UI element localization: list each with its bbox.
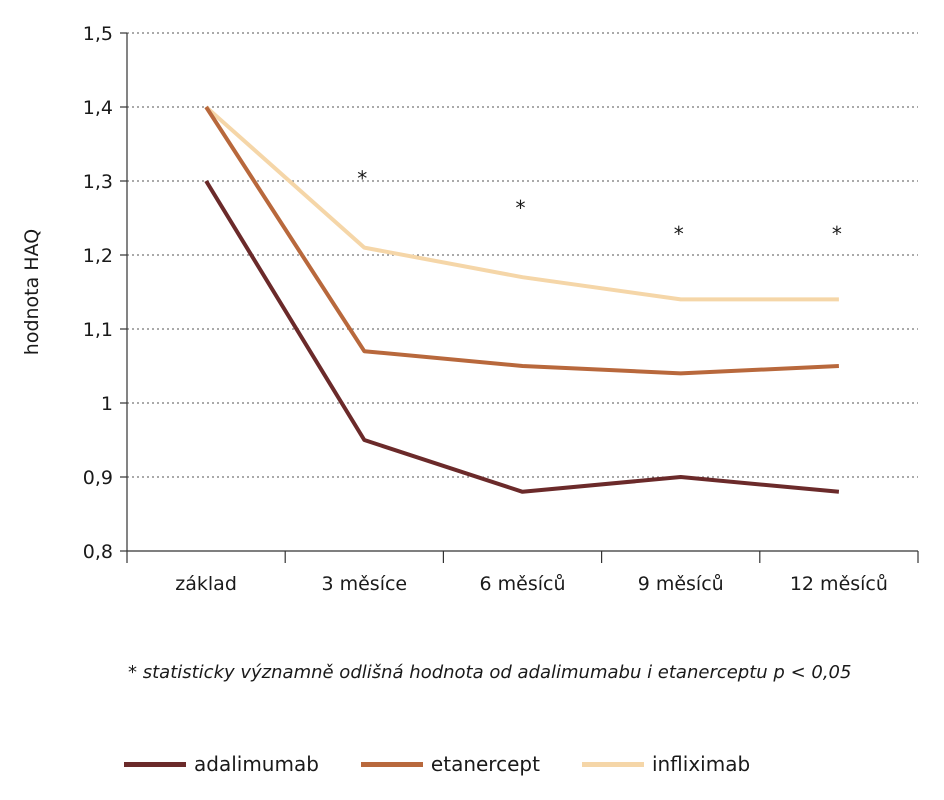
significance-asterisk: * [357, 167, 367, 191]
y-tick-label: 1,2 [83, 245, 113, 267]
y-tick-label: 0,8 [83, 541, 113, 563]
x-tick-labels: základ 3 měsíce 6 měsíců 9 měsíců 12 měsíců [175, 573, 888, 595]
y-axis-label: hodnota HAQ [21, 229, 43, 355]
series-line-infliximab [204, 105, 839, 302]
significance-asterisk: * [674, 222, 684, 246]
legend-label-etanercept: etanercept [430, 752, 540, 776]
y-tick-label: 1 [101, 393, 113, 415]
legend-swatch-adalimumab [124, 761, 186, 767]
axes [120, 32, 919, 563]
y-tick-label: 1,1 [83, 319, 113, 341]
legend: adalimumab etanercept infliximab [124, 752, 792, 776]
legend-label-infliximab: infliximab [651, 752, 751, 776]
x-tick-label: 12 měsíců [790, 573, 888, 595]
legend-item-etanercept: etanercept [360, 752, 540, 776]
significance-asterisk: * [832, 222, 842, 246]
legend-item-infliximab: infliximab [581, 752, 751, 776]
grid-lines [127, 32, 918, 478]
footnote: * statisticky významně odlišná hodnota o… [128, 662, 852, 683]
legend-label-adalimumab: adalimumab [194, 752, 319, 776]
y-tick-label: 0,9 [83, 467, 113, 489]
y-tick-label: 1,5 [83, 23, 113, 45]
y-tick-label: 1,4 [83, 97, 113, 119]
significance-markers: * * * * [357, 167, 842, 247]
x-tick-label: 3 měsíce [321, 573, 407, 595]
y-tick-labels: 0,8 0,9 1 1,1 1,2 1,3 1,4 1,5 [83, 23, 113, 563]
series-line-adalimumab [204, 179, 840, 494]
significance-asterisk: * [516, 196, 526, 220]
y-tick-label: 1,3 [83, 171, 113, 193]
x-tick-label: 6 měsíců [480, 573, 566, 595]
legend-swatch-infliximab [581, 761, 644, 767]
x-tick-label: základ [175, 573, 237, 595]
series-line-etanercept [204, 105, 839, 376]
legend-swatch-etanercept [360, 761, 423, 767]
legend-item-adalimumab: adalimumab [124, 752, 319, 776]
x-tick-label: 9 měsíců [638, 573, 724, 595]
series-lines [204, 105, 840, 494]
